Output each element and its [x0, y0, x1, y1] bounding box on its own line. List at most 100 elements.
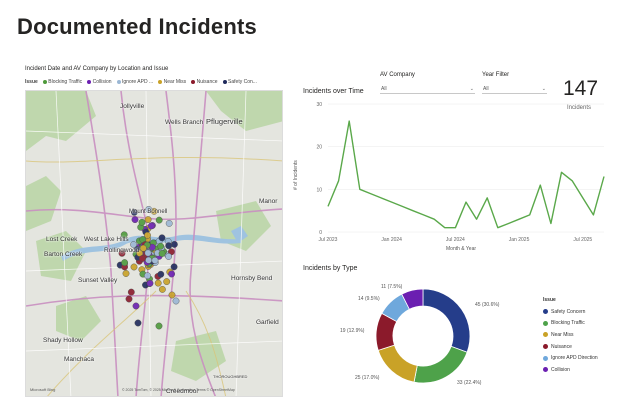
legend-swatch	[543, 355, 548, 361]
line-chart-canvas: 0 10 20 30 Jul 2023 Jan 2024 Jul 2024 Jan 2025 J…	[316, 102, 605, 243]
place-label: Sunset Valley	[78, 277, 118, 284]
av-company-dropdown[interactable]: All ⌄	[380, 84, 475, 94]
incident-marker[interactable]	[132, 302, 140, 310]
donut-legend-item[interactable]: Near Miss	[543, 329, 598, 341]
donut-slice[interactable]	[401, 288, 424, 310]
incident-marker[interactable]	[139, 244, 147, 252]
donut-legend-label: Nuisance	[551, 343, 572, 350]
legend-swatch	[543, 309, 548, 315]
map-legend-item[interactable]: Ignore APD ...	[116, 79, 153, 85]
incident-marker[interactable]	[125, 295, 133, 303]
donut-chart[interactable]: 45 (30.6%) 33 (22.4%) 25 (17.0%) 19 (12.…	[340, 278, 535, 398]
incident-marker[interactable]	[121, 259, 129, 267]
av-company-filter-label: AV Company	[380, 72, 415, 78]
incident-marker[interactable]	[118, 249, 126, 257]
incident-marker[interactable]	[145, 256, 153, 264]
incident-marker[interactable]	[170, 263, 178, 271]
incident-marker[interactable]	[147, 222, 155, 230]
incident-marker[interactable]	[158, 234, 166, 242]
incident-marker[interactable]	[158, 250, 166, 257]
incident-marker[interactable]	[144, 249, 152, 257]
incident-marker[interactable]	[127, 288, 135, 296]
donut-legend-item[interactable]: Ignore APD Direction	[543, 352, 598, 364]
map-legend: Issue Blocking Traffic Collision Ignore …	[25, 79, 259, 85]
map-legend-label: Issue	[25, 79, 38, 85]
donut-slice-label: 45 (30.6%)	[475, 302, 500, 308]
incident-marker[interactable]	[165, 242, 173, 250]
incident-marker[interactable]	[165, 219, 173, 227]
incident-count-label: Incidents	[567, 105, 592, 111]
y-tick-label: 10	[316, 187, 322, 193]
incident-marker[interactable]	[130, 241, 138, 249]
line-chart-x-axis-title: Month & Year	[446, 246, 477, 252]
incident-marker[interactable]	[155, 322, 163, 330]
donut-legend-label: Blocking Traffic	[551, 320, 585, 327]
donut-legend-item[interactable]: Safety Concern	[543, 306, 598, 318]
incident-marker[interactable]	[155, 216, 163, 224]
donut-legend-item[interactable]: Nuisance	[543, 341, 598, 353]
map-legend-item-label: Blocking Traffic	[48, 79, 83, 85]
incident-marker[interactable]	[144, 231, 151, 239]
legend-dot	[158, 80, 163, 84]
incident-marker[interactable]	[157, 242, 165, 250]
incident-marker[interactable]	[134, 319, 142, 327]
page-title: Documented Incidents	[17, 14, 257, 39]
place-label: Mount Bonnell	[129, 209, 168, 215]
legend-dot	[87, 80, 92, 84]
incident-marker[interactable]	[131, 216, 139, 224]
incident-marker[interactable]	[154, 279, 162, 287]
map-legend-item[interactable]: Nuisance	[191, 79, 218, 85]
legend-swatch	[543, 344, 548, 350]
incident-marker[interactable]	[120, 231, 128, 239]
incident-marker[interactable]	[165, 253, 173, 260]
incident-marker[interactable]	[144, 216, 152, 224]
incident-marker[interactable]	[170, 240, 178, 248]
x-tick-label: Jan 2024	[381, 237, 402, 243]
incident-marker[interactable]	[163, 278, 171, 286]
incident-marker[interactable]	[139, 255, 146, 262]
place-label: Wells Branch	[165, 119, 204, 126]
series-line[interactable]	[327, 120, 605, 229]
incident-marker[interactable]	[130, 208, 138, 216]
year-filter-dropdown[interactable]: All ⌄	[482, 84, 547, 94]
legend-dot	[191, 80, 196, 84]
chevron-down-icon: ⌄	[469, 85, 474, 92]
incident-marker[interactable]	[168, 291, 176, 299]
legend-dot	[42, 80, 47, 84]
incident-marker[interactable]	[146, 279, 154, 287]
map-attribution[interactable]: © 2025 TomTom, © 2025 Microsoft Corporat…	[122, 388, 235, 392]
incident-marker[interactable]	[157, 270, 165, 278]
map-legend-item-label: Nuisance	[196, 79, 218, 85]
incident-marker[interactable]	[130, 263, 138, 271]
donut-legend-item[interactable]: Blocking Traffic	[543, 318, 598, 330]
place-label: Manor	[259, 198, 278, 205]
map-legend-item[interactable]: Near Miss	[158, 79, 186, 85]
place-label: West Lake Hills	[84, 236, 129, 243]
incident-marker[interactable]	[138, 218, 146, 226]
donut-legend-item[interactable]: Collision	[543, 364, 598, 376]
incident-marker[interactable]	[168, 270, 176, 278]
line-chart-y-axis-title: # of Incidents	[293, 160, 299, 190]
av-company-value: All	[381, 85, 387, 92]
legend-swatch	[543, 320, 548, 326]
place-label: Hornsby Bend	[231, 275, 273, 282]
place-label: Barton Creek	[44, 251, 83, 258]
donut-slice[interactable]	[422, 288, 471, 353]
legend-dot	[222, 80, 227, 84]
incident-marker[interactable]	[144, 272, 151, 280]
incident-marker[interactable]	[122, 270, 130, 277]
incident-marker[interactable]	[158, 285, 166, 293]
donut-chart-title: Incidents by Type	[303, 265, 358, 272]
map-legend-item[interactable]: Blocking Traffic	[42, 79, 83, 85]
map-legend-item[interactable]: Safety Con...	[222, 79, 257, 85]
incident-marker[interactable]	[145, 206, 153, 213]
line-chart-title: Incidents over Time	[303, 88, 364, 95]
incident-marker[interactable]	[151, 256, 159, 264]
donut-slice[interactable]	[413, 345, 468, 384]
incident-marker[interactable]	[172, 297, 180, 305]
line-chart[interactable]: 0 10 20 30 Jul 2023 Jan 2024 Jul 2024 Jan 2025 J…	[300, 98, 610, 246]
incident-map[interactable]: Jollyville Wells Branch Pflugerville Man…	[25, 90, 283, 397]
map-legend-item[interactable]: Collision	[87, 79, 112, 85]
place-label: Manchaca	[64, 356, 94, 363]
donut-slice[interactable]	[377, 344, 418, 383]
